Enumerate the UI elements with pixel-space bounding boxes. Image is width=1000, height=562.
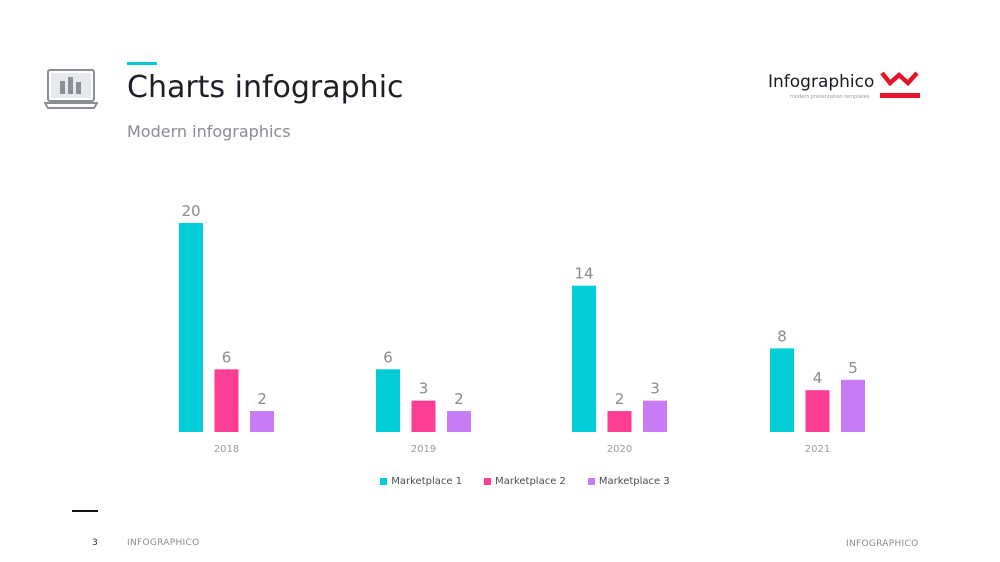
- legend-item-series-2: Marketplace 2: [484, 476, 566, 487]
- bar-2020-series-3: [643, 400, 667, 432]
- bar-2020-series-2: [607, 411, 632, 432]
- bar-2021-series-2: [805, 390, 830, 432]
- data-label-2021-series-2: 4: [813, 369, 823, 387]
- legend-swatch-series-1: [380, 478, 388, 485]
- page-subtitle: Modern infographics: [127, 122, 291, 141]
- x-tick-label-2018: 2018: [214, 444, 239, 455]
- data-label-2019-series-3: 2: [454, 390, 464, 408]
- data-label-2021-series-1: 8: [777, 327, 787, 345]
- chart-legend: Marketplace 1 Marketplace 2 Marketplace 3: [0, 476, 1000, 487]
- data-label-2020-series-1: 14: [574, 265, 593, 283]
- x-tick-label-2021: 2021: [805, 444, 830, 455]
- legend-label-series-2: Marketplace 2: [495, 476, 566, 487]
- data-label-2019-series-1: 6: [383, 348, 393, 366]
- bar-2018-series-2: [214, 369, 239, 432]
- data-label-2018-series-2: 6: [222, 348, 232, 366]
- title-accent-bar: [127, 62, 157, 65]
- legend-item-series-1: Marketplace 1: [380, 476, 462, 487]
- data-label-2018-series-3: 2: [257, 390, 267, 408]
- data-label-2020-series-3: 3: [650, 380, 660, 398]
- data-label-2019-series-2: 3: [419, 380, 429, 398]
- bar-2019-series-1: [376, 369, 400, 432]
- brand-tagline: modern presentation templates: [790, 94, 870, 100]
- brand: Infographico modern presentation templat…: [768, 70, 928, 104]
- bar-2019-series-2: [411, 400, 436, 432]
- x-tick-label-2019: 2019: [411, 444, 436, 455]
- legend-label-series-3: Marketplace 3: [598, 476, 670, 487]
- page-number: 3: [92, 538, 98, 548]
- data-label-2018-series-1: 20: [181, 202, 200, 220]
- bar-2019-series-3: [447, 411, 471, 432]
- footer-divider: [72, 510, 98, 512]
- brand-logo-icon: [880, 70, 920, 100]
- legend-item-series-3: Marketplace 3: [587, 476, 670, 487]
- bar-2020-series-1: [572, 285, 596, 432]
- bar-2021-series-3: [841, 379, 865, 432]
- data-label-2021-series-3: 5: [848, 359, 858, 377]
- page-title: Charts infographic: [127, 70, 404, 105]
- legend-swatch-series-2: [484, 478, 492, 485]
- bar-2018-series-1: [179, 223, 203, 432]
- bar-2018-series-3: [250, 411, 274, 432]
- bar-2021-series-1: [770, 348, 794, 432]
- laptop-chart-icon: [43, 68, 99, 110]
- data-label-2020-series-2: 2: [615, 390, 625, 408]
- legend-label-series-1: Marketplace 1: [391, 476, 463, 487]
- legend-swatch-series-3: [587, 478, 595, 485]
- x-tick-label-2020: 2020: [607, 444, 632, 455]
- footer-brand-left: INFOGRAPHICO: [127, 538, 200, 548]
- footer-brand-right: INFOGRAPHICO: [846, 539, 919, 549]
- brand-name: Infographico: [768, 72, 875, 92]
